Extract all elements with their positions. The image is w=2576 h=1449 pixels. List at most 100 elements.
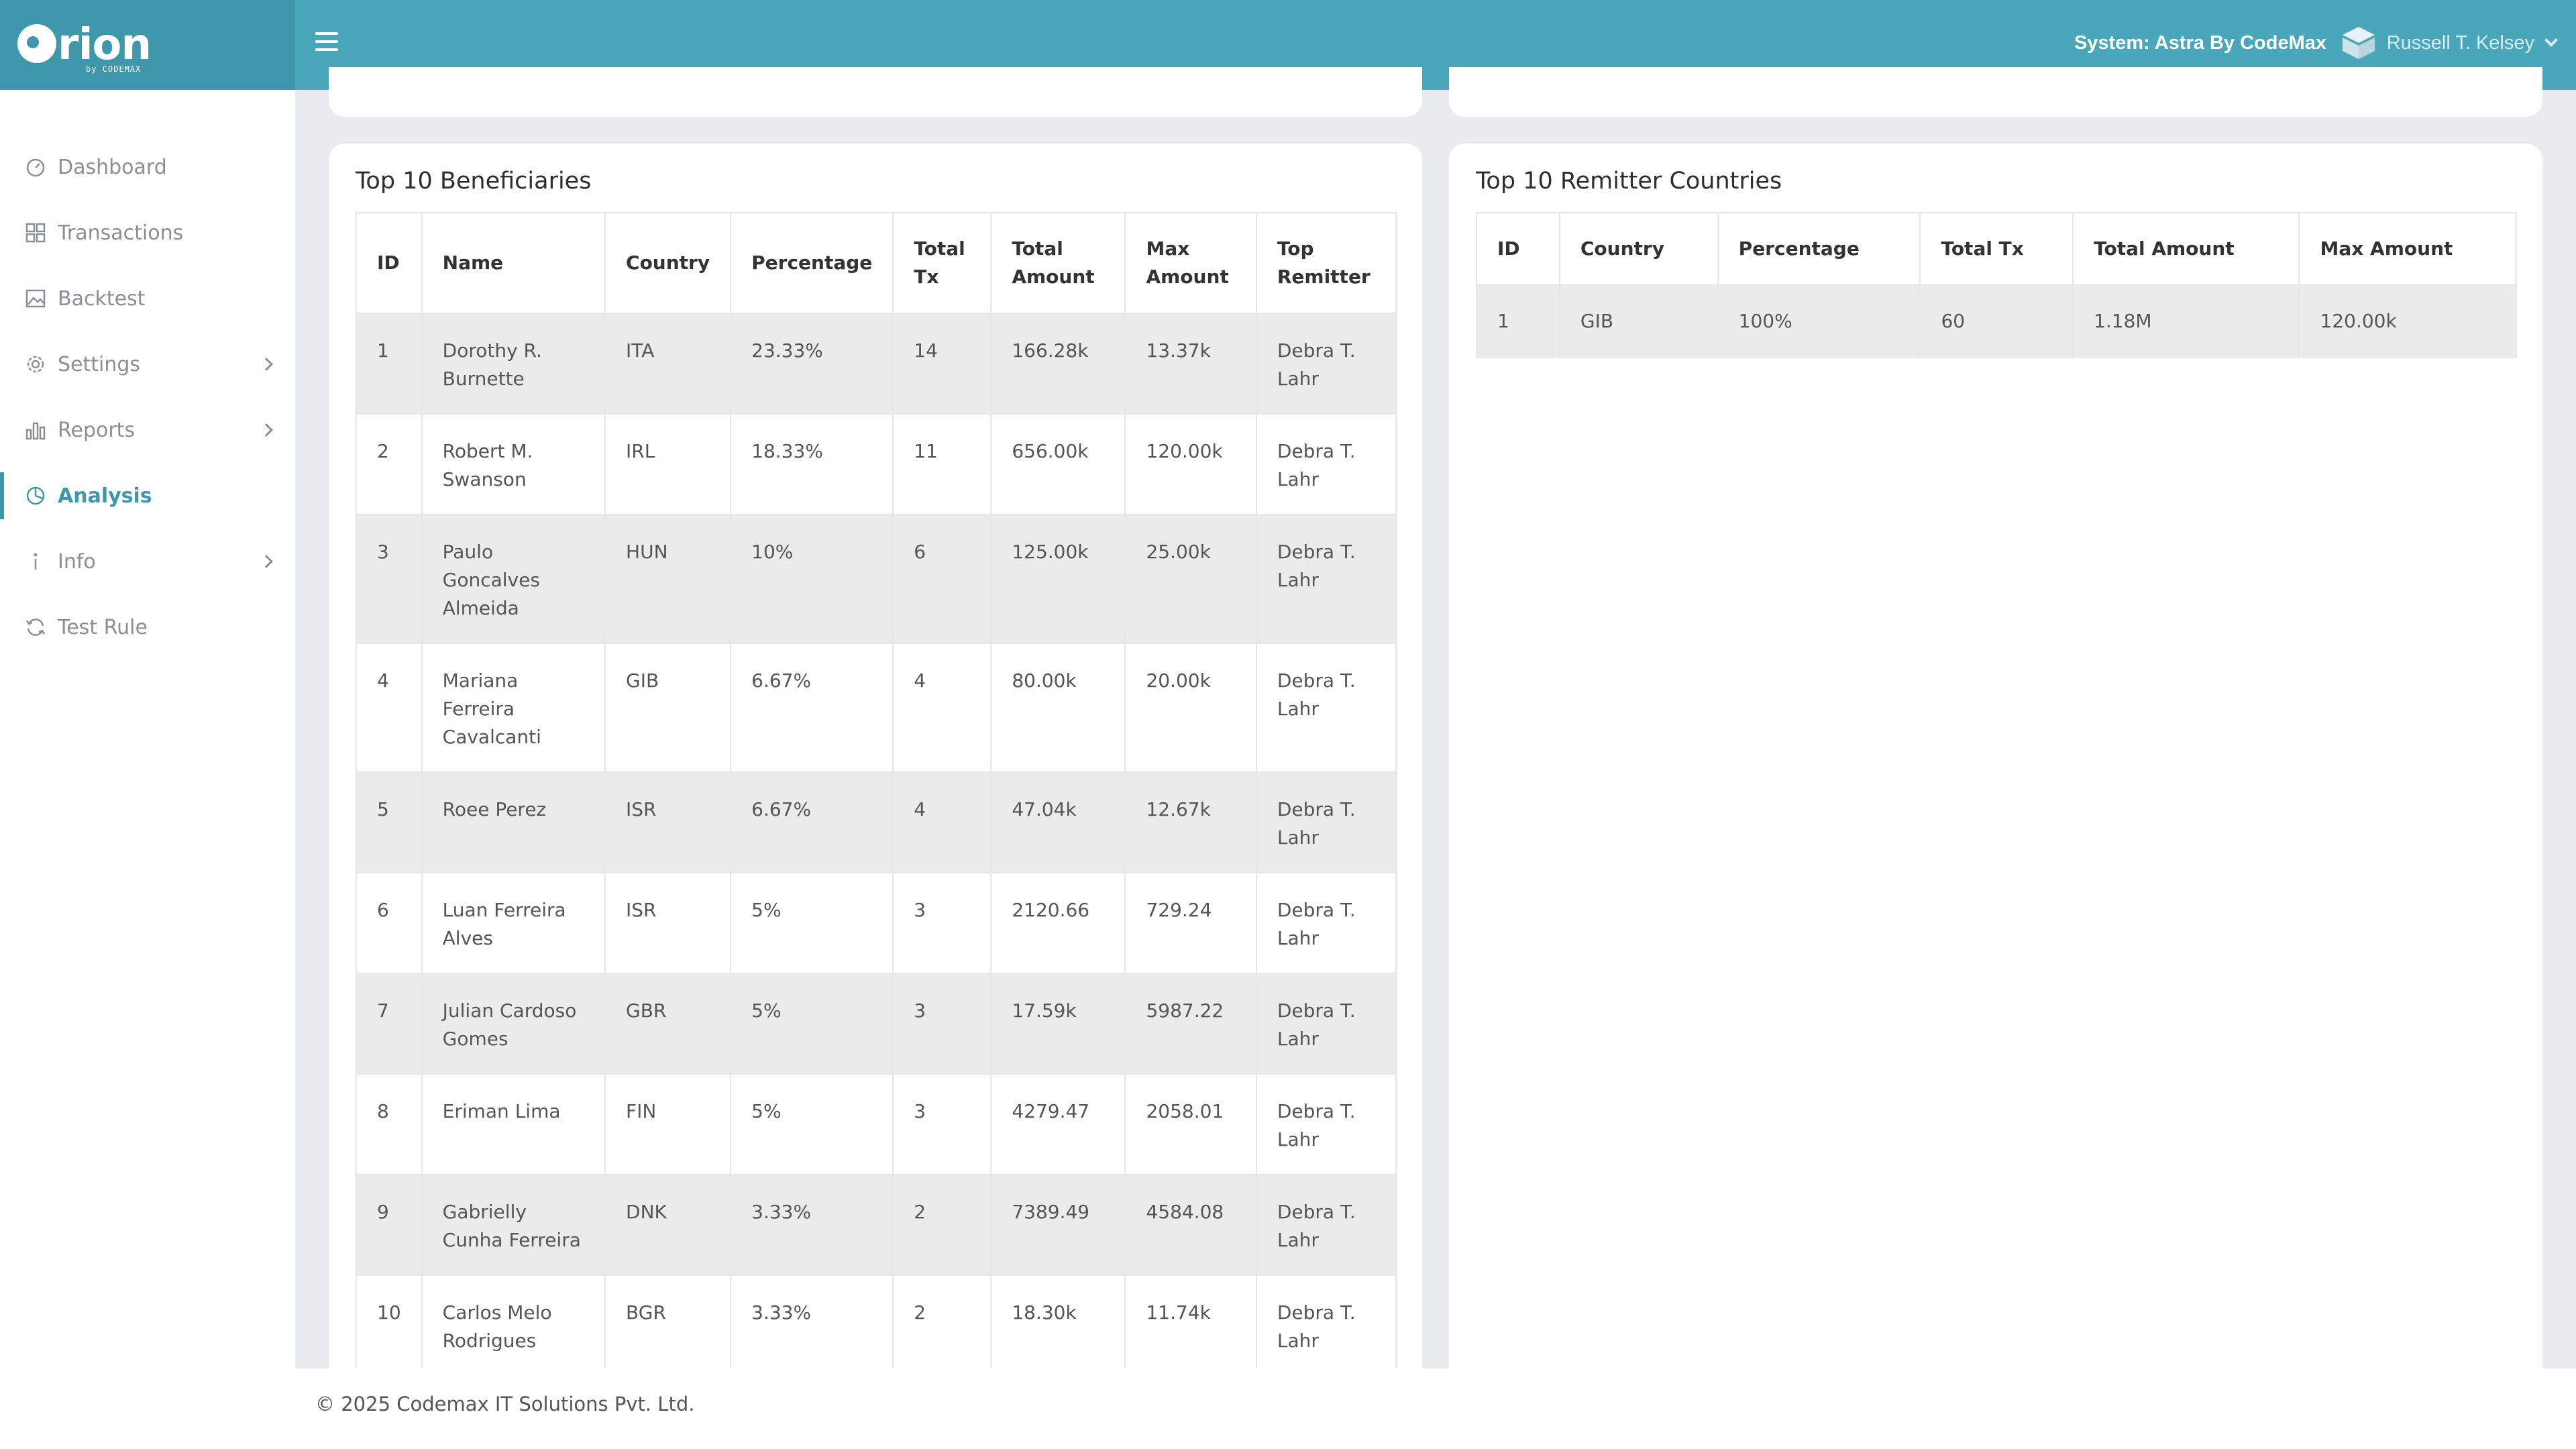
table-cell: 20.00k (1124, 643, 1257, 773)
logo-o-icon (17, 24, 56, 63)
table-cell: ISR (604, 872, 732, 974)
card-title: Top 10 Beneficiaries (356, 168, 592, 195)
user-name: Russell T. Kelsey (2386, 32, 2534, 54)
sidebar-item-test-rule[interactable]: Test Rule (0, 594, 295, 660)
dashboard-icon (24, 156, 47, 178)
table-cell: Debra T. Lahr (1255, 872, 1397, 974)
table-cell: 8 (356, 1073, 423, 1175)
sidebar: Dashboard Transactions Backtest Settings… (0, 90, 295, 1449)
table-cell: 25.00k (1124, 514, 1257, 644)
table-cell: 125.00k (990, 514, 1126, 644)
table-cell: Paulo Goncalves Almeida (421, 514, 606, 644)
sidebar-item-label: Analysis (58, 484, 152, 508)
table-row[interactable]: 3 Paulo Goncalves Almeida HUN 10% 6 125.00k 25… (356, 514, 1397, 644)
column-header[interactable]: Top Remitter (1255, 212, 1397, 314)
table-row[interactable]: 2 Robert M. Swanson IRL 18.33% 11 656.00k 120.… (356, 413, 1397, 515)
table-cell: 7389.49 (990, 1174, 1126, 1276)
table-cell: ISR (604, 771, 732, 873)
table-cell: 18.33% (730, 413, 894, 515)
sidebar-item-label: Settings (58, 352, 141, 376)
column-header[interactable]: Total Tx (892, 212, 992, 314)
table-row[interactable]: 1 GIB 100% 60 1.18M 120.00k (1476, 284, 2517, 358)
logo-subtext: by CODEMAX (86, 64, 142, 74)
logo-text: rion (58, 20, 152, 70)
table-cell: GBR (604, 973, 732, 1075)
table-cell: 120.00k (2298, 284, 2517, 358)
remitter-countries-table: ID Country Percentage Total Tx Total Amo… (1476, 212, 2517, 358)
table-cell: Carlos Melo Rodrigues (421, 1275, 606, 1368)
sidebar-item-reports[interactable]: Reports (0, 397, 295, 463)
table-cell: 18.30k (990, 1275, 1126, 1368)
column-header[interactable]: Country (1558, 212, 1719, 286)
chevron-right-icon (260, 423, 273, 437)
column-header[interactable]: Max Amount (1124, 212, 1257, 314)
table-cell: Julian Cardoso Gomes (421, 973, 606, 1075)
table-cell: 12.67k (1124, 771, 1257, 873)
table-cell: 60 (1919, 284, 2074, 358)
table-cell: 13.37k (1124, 313, 1257, 415)
sidebar-item-info[interactable]: Info (0, 529, 295, 594)
top-beneficiaries-card: Top 10 Beneficiaries ID Name Country Per… (329, 144, 1422, 1368)
sidebar-item-label: Info (58, 549, 96, 574)
table-cell: 656.00k (990, 413, 1126, 515)
column-header[interactable]: Country (604, 212, 732, 314)
column-header[interactable]: Total Amount (990, 212, 1126, 314)
table-cell: Debra T. Lahr (1255, 973, 1397, 1075)
table-row[interactable]: 1 Dorothy R. Burnette ITA 23.33% 14 166.28k 13… (356, 313, 1397, 415)
column-header[interactable]: Max Amount (2298, 212, 2517, 286)
table-row[interactable]: 5 Roee Perez ISR 6.67% 4 47.04k 12.67k Debra T.… (356, 771, 1397, 873)
table-row[interactable]: 9 Gabrielly Cunha Ferreira DNK 3.33% 2 7389.4… (356, 1174, 1397, 1276)
column-header[interactable]: Percentage (730, 212, 894, 314)
table-row[interactable]: 6 Luan Ferreira Alves ISR 5% 3 2120.66 729.24 D… (356, 872, 1397, 974)
table-cell: Dorothy R. Burnette (421, 313, 606, 415)
top-remitter-countries-card: Top 10 Remitter Countries ID Country Per… (1449, 144, 2542, 1368)
table-cell: Eriman Lima (421, 1073, 606, 1175)
chevron-right-icon (260, 358, 273, 371)
column-header[interactable]: Total Amount (2072, 212, 2300, 286)
sidebar-item-transactions[interactable]: Transactions (0, 200, 295, 266)
table-cell: Debra T. Lahr (1255, 1174, 1397, 1276)
table-cell: 120.00k (1124, 413, 1257, 515)
column-header[interactable]: ID (356, 212, 423, 314)
table-cell: Debra T. Lahr (1255, 643, 1397, 773)
table-cell: 23.33% (730, 313, 894, 415)
table-cell: 5% (730, 1073, 894, 1175)
chevron-down-icon (2544, 34, 2558, 47)
table-cell: Luan Ferreira Alves (421, 872, 606, 974)
table-cell: Mariana Ferreira Cavalcanti (421, 643, 606, 773)
table-cell: 5% (730, 973, 894, 1075)
table-row[interactable]: 7 Julian Cardoso Gomes GBR 5% 3 17.59k 5987.22… (356, 973, 1397, 1075)
previous-card-left (329, 67, 1422, 117)
table-cell: 3 (892, 1073, 992, 1175)
sidebar-item-dashboard[interactable]: Dashboard (0, 134, 295, 200)
sidebar-item-label: Test Rule (58, 615, 148, 639)
system-label: System: Astra By CodeMax (2074, 32, 2326, 54)
table-cell: 166.28k (990, 313, 1126, 415)
sidebar-item-settings[interactable]: Settings (0, 331, 295, 397)
table-header-row: ID Name Country Percentage Total Tx Tota… (356, 212, 1397, 314)
user-menu[interactable]: Russell T. Kelsey (2340, 24, 2558, 62)
table-cell: 3 (892, 973, 992, 1075)
table-cell: Debra T. Lahr (1255, 413, 1397, 515)
table-cell: 11 (892, 413, 992, 515)
avatar (2340, 24, 2377, 62)
column-header[interactable]: Total Tx (1919, 212, 2074, 286)
image-icon (24, 287, 47, 310)
column-header[interactable]: Percentage (1717, 212, 1921, 286)
table-cell: DNK (604, 1174, 732, 1276)
table-row[interactable]: 8 Eriman Lima FIN 5% 3 4279.47 2058.01 Debra T.… (356, 1073, 1397, 1175)
brand-logo[interactable]: rion by CODEMAX (0, 0, 295, 90)
table-cell: ITA (604, 313, 732, 415)
sidebar-item-analysis[interactable]: Analysis (0, 463, 295, 529)
table-row[interactable]: 10 Carlos Melo Rodrigues BGR 3.33% 2 18.30k 11… (356, 1275, 1397, 1368)
sidebar-item-label: Reports (58, 418, 136, 442)
sidebar-item-backtest[interactable]: Backtest (0, 266, 295, 331)
column-header[interactable]: Name (421, 212, 606, 314)
table-row[interactable]: 4 Mariana Ferreira Cavalcanti GIB 6.67% 4 80.… (356, 643, 1397, 773)
menu-toggle-icon[interactable] (315, 32, 338, 55)
table-cell: HUN (604, 514, 732, 644)
table-cell: 3 (356, 514, 423, 644)
table-cell: 2 (892, 1174, 992, 1276)
table-cell: 1 (356, 313, 423, 415)
column-header[interactable]: ID (1476, 212, 1560, 286)
